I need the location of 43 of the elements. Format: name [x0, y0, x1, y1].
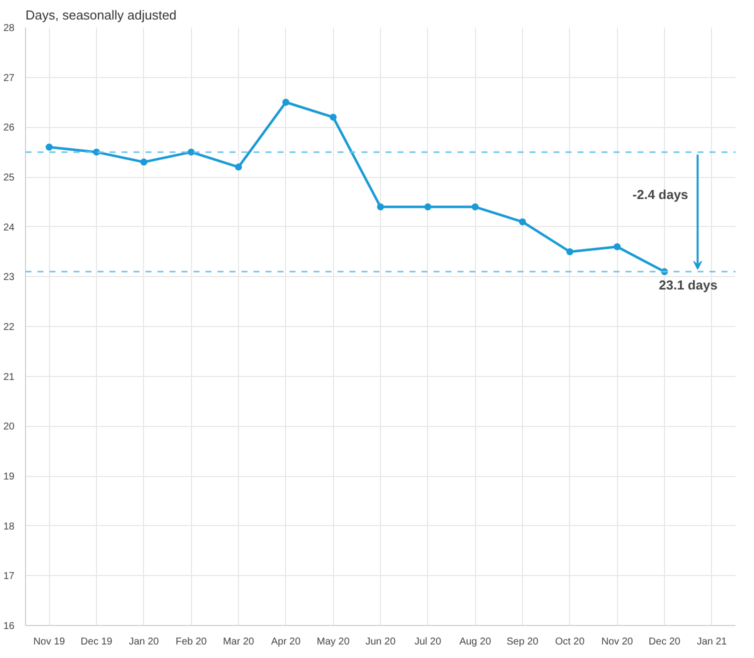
- y-tick-label: 28: [3, 23, 15, 34]
- y-tick-label: 21: [3, 372, 15, 383]
- y-tick-label: 25: [3, 172, 15, 184]
- x-tick-label: Jan 21: [696, 636, 728, 648]
- point: [188, 148, 195, 156]
- point: [566, 248, 574, 256]
- x-tick-label: Mar 20: [222, 636, 254, 648]
- point: [330, 114, 337, 121]
- y-tick-label: 23: [3, 272, 15, 284]
- y-tick-label: 22: [3, 322, 15, 333]
- point: [472, 203, 479, 210]
- y-tick-label: 24: [3, 222, 15, 234]
- y-tick-label: 17: [3, 571, 15, 582]
- chart-subtitle: Days, seasonally adjusted: [26, 8, 177, 22]
- y-tick-label: 27: [3, 72, 15, 84]
- x-tick-label: Aug 20: [459, 636, 492, 648]
- y-tick-label: 26: [3, 122, 15, 134]
- y-tick-label: 19: [3, 472, 15, 482]
- x-tick-label: Jan 20: [128, 636, 160, 648]
- point: [424, 203, 432, 210]
- y-tick-label: 20: [3, 422, 15, 433]
- point: [235, 164, 242, 171]
- ref-line-label: 23.1 days: [658, 278, 718, 293]
- x-tick-label: Oct 20: [555, 636, 585, 648]
- point: [519, 218, 526, 226]
- point: [46, 144, 53, 151]
- point: [614, 243, 621, 250]
- point: [377, 203, 384, 210]
- point: [282, 98, 290, 106]
- y-tick-label: 18: [3, 521, 15, 532]
- x-tick-label: Sep 20: [506, 636, 539, 648]
- x-tick-label: Nov 20: [601, 636, 634, 648]
- x-tick-label: Jul 20: [414, 636, 442, 648]
- x-tick-label: May 20: [316, 636, 350, 648]
- point: [140, 158, 148, 166]
- y-tick-label: 16: [3, 621, 15, 632]
- x-tick-label: Dec 20: [648, 636, 681, 648]
- x-tick-label: Dec 19: [80, 636, 113, 648]
- x-tick-label: Apr 20: [271, 636, 302, 648]
- x-tick-label: Nov 19: [33, 636, 66, 648]
- x-tick-label: Feb 20: [176, 636, 208, 648]
- annotation: -2.4 days: [632, 186, 688, 202]
- x-tick-label: Jun 20: [365, 636, 396, 648]
